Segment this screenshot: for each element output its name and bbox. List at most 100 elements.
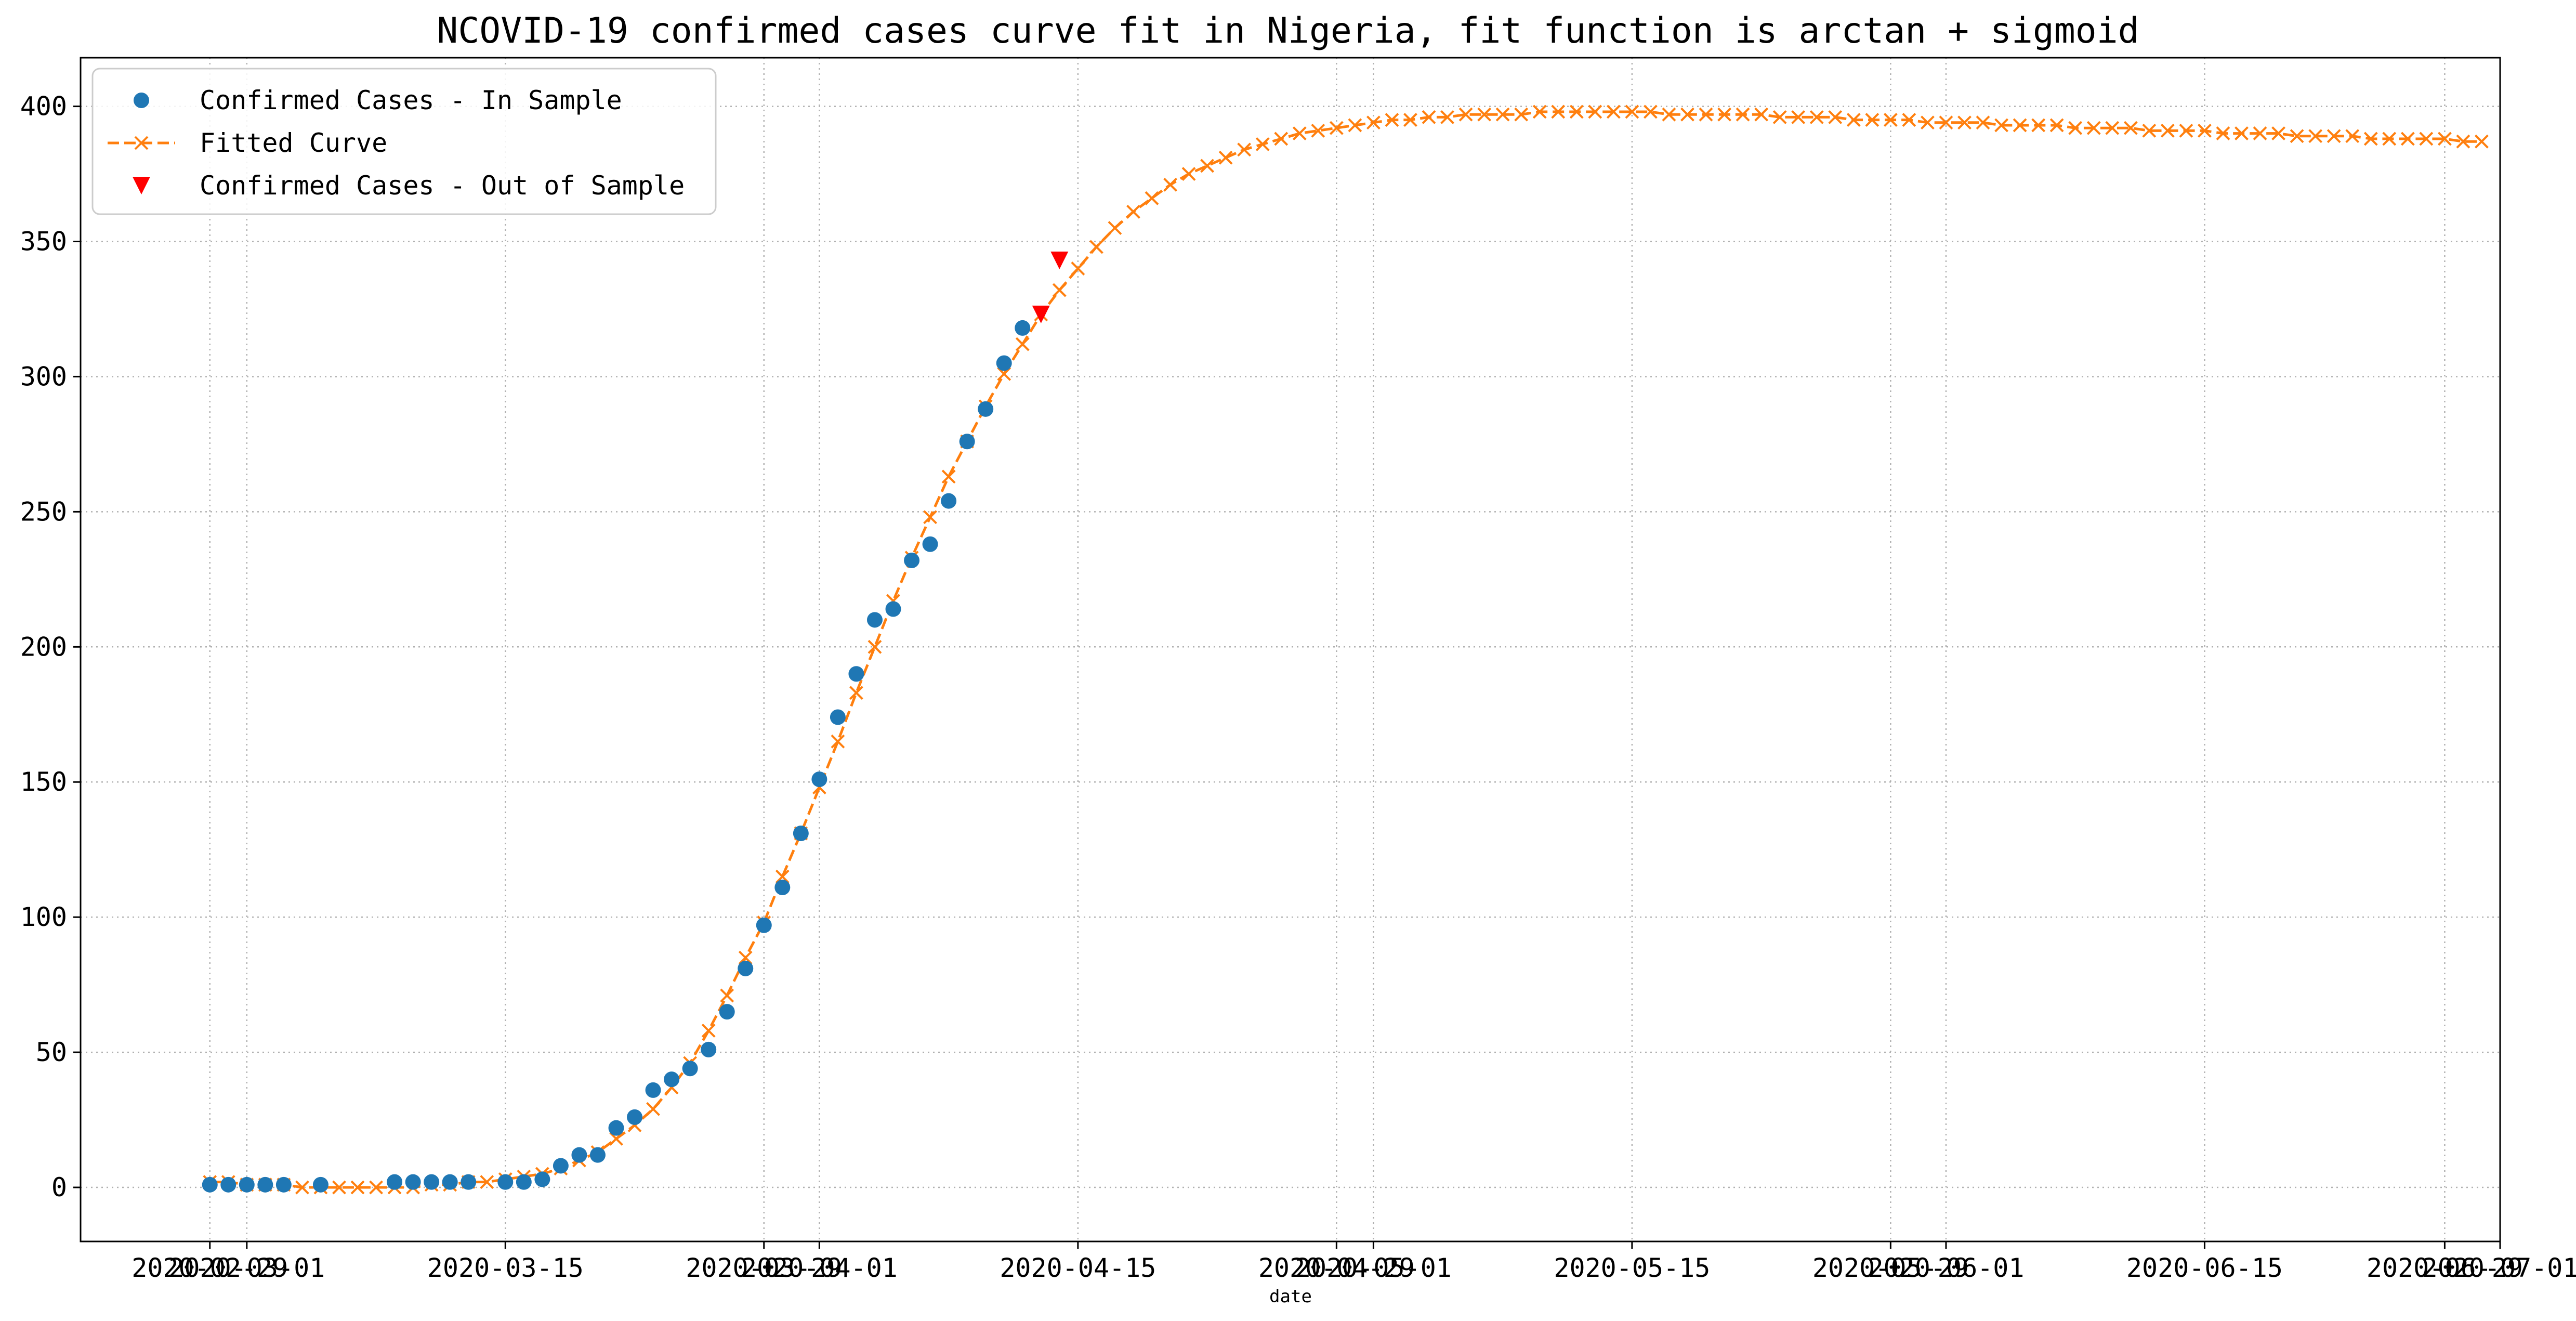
in-sample-point [848,666,864,682]
fitted-curve-marker [2031,118,2046,133]
x-tick-label: 2020-06-01 [1868,1253,2024,1283]
fitted-curve-marker [1403,113,1417,127]
in-sample-point [701,1041,717,1057]
fitted-curve-marker [1126,204,1140,219]
in-sample-point [811,771,827,788]
fitted-curve-marker [1385,113,1399,127]
plot-frame [80,57,2501,1242]
fitted-curve-marker [2419,132,2434,146]
fitted-curve-marker [1052,283,1067,297]
fitted-curve-marker [2456,134,2470,149]
fitted-curve-marker [2271,126,2286,140]
in-sample-point [793,826,809,842]
fitted-curve-marker [701,1024,716,1038]
fitted-curve-marker [1736,107,1750,122]
fitted-curve-marker [1311,123,1325,138]
in-sample-point [275,1176,292,1193]
out-of-sample-point [1032,305,1050,323]
y-tick-label: 400 [20,91,67,122]
fitted-curve-marker [1902,113,1916,127]
in-sample-point [202,1176,218,1193]
y-tick-label: 350 [20,227,67,257]
x-tick-label: 2020-07-01 [2422,1253,2576,1283]
in-sample-point [589,1147,606,1163]
fitted-curve-marker [1532,104,1547,119]
y-tick-label: 250 [20,496,67,527]
in-sample-point [257,1176,273,1193]
fitted-curve-marker [1366,115,1381,130]
x-tick-label: 2020-05-01 [1295,1253,1452,1283]
fitted-curve-marker [941,469,956,484]
fitted-curve-marker [738,950,753,965]
fitted-curve-marker [1846,113,1861,127]
fitted-curve-marker [332,1180,346,1195]
in-sample-point [239,1176,255,1193]
legend-marker-out-of-sample [133,177,150,194]
fitted-curve-marker [2290,129,2304,143]
fitted-curve-marker [1791,110,1806,124]
fitted-curve-marker [1329,121,1344,135]
legend-label: Confirmed Cases - In Sample [200,85,622,115]
in-sample-point [608,1120,624,1136]
y-tick-label: 50 [36,1037,67,1067]
legend-marker-in-sample [134,93,149,108]
y-tick-label: 0 [51,1172,67,1202]
in-sample-point [941,493,957,509]
in-sample-point [553,1158,569,1174]
fitted-curve-marker [1237,142,1252,157]
legend-box [91,68,717,215]
fitted-curve-marker [1458,107,1473,122]
fitted-curve-marker [1588,104,1602,119]
fitted-curve-marker [1680,107,1694,122]
in-sample-point [534,1171,550,1187]
fitted-curve-marker [2327,129,2341,143]
fitted-curve-marker [1477,107,1492,122]
legend-label: Confirmed Cases - Out of Sample [200,171,685,201]
chart-title: NCOVID-19 confirmed cases curve fit in N… [437,10,2139,51]
fitted-curve-marker [1514,107,1529,122]
fitted-curve-marker [1754,107,1769,122]
in-sample-point [922,536,938,552]
in-sample-point [664,1071,680,1088]
x-tick-label: 2020-06-15 [2126,1253,2283,1283]
in-sample-point [220,1176,236,1193]
fitted-curve-marker [2013,118,2027,133]
in-sample-point [571,1147,587,1163]
in-sample-point [1015,320,1031,336]
fitted-curve-marker [609,1132,623,1146]
x-axis-label: date [1269,1286,1312,1307]
fitted-curve-marker [1957,115,1972,130]
fitted-curve-marker [1662,107,1676,122]
fitted-curve-marker [1089,240,1103,254]
fitted-curve-marker [1292,126,1307,140]
fitted-curve-marker [1108,221,1122,235]
in-sample-point [682,1061,698,1077]
fitted-curve-marker [2179,123,2193,138]
fitted-curve-marker [295,1180,309,1195]
fitted-curve-marker [1883,113,1898,127]
fitted-curve-marker [2160,123,2175,138]
in-sample-point [978,401,994,417]
fitted-curve-marker [1071,261,1085,276]
fitted-curve-marker [2086,121,2101,135]
fitted-curve-marker [2068,121,2083,135]
x-tick-label: 2020-06-29 [2367,1253,2523,1283]
fitted-curve-marker [2437,132,2452,146]
fitted-curve-marker [2400,132,2415,146]
fitted-curve-marker [1348,118,1362,133]
fitted-curve-marker [2198,123,2212,138]
fitted-curve-marker [1015,337,1030,351]
fitted-curve-marker [480,1175,494,1189]
fitted-curve-marker [369,1180,383,1195]
in-sample-point [830,709,846,725]
in-sample-point [312,1176,328,1193]
fitted-curve-marker [2123,121,2138,135]
fitted-curve-marker [1255,137,1270,151]
in-sample-point [627,1109,643,1125]
fitted-curve-marker [2253,126,2267,140]
fitted-curve-marker [775,869,790,884]
fitted-curve-marker [1921,115,1935,130]
legend-label: Fitted Curve [200,128,387,158]
in-sample-point [387,1174,403,1190]
